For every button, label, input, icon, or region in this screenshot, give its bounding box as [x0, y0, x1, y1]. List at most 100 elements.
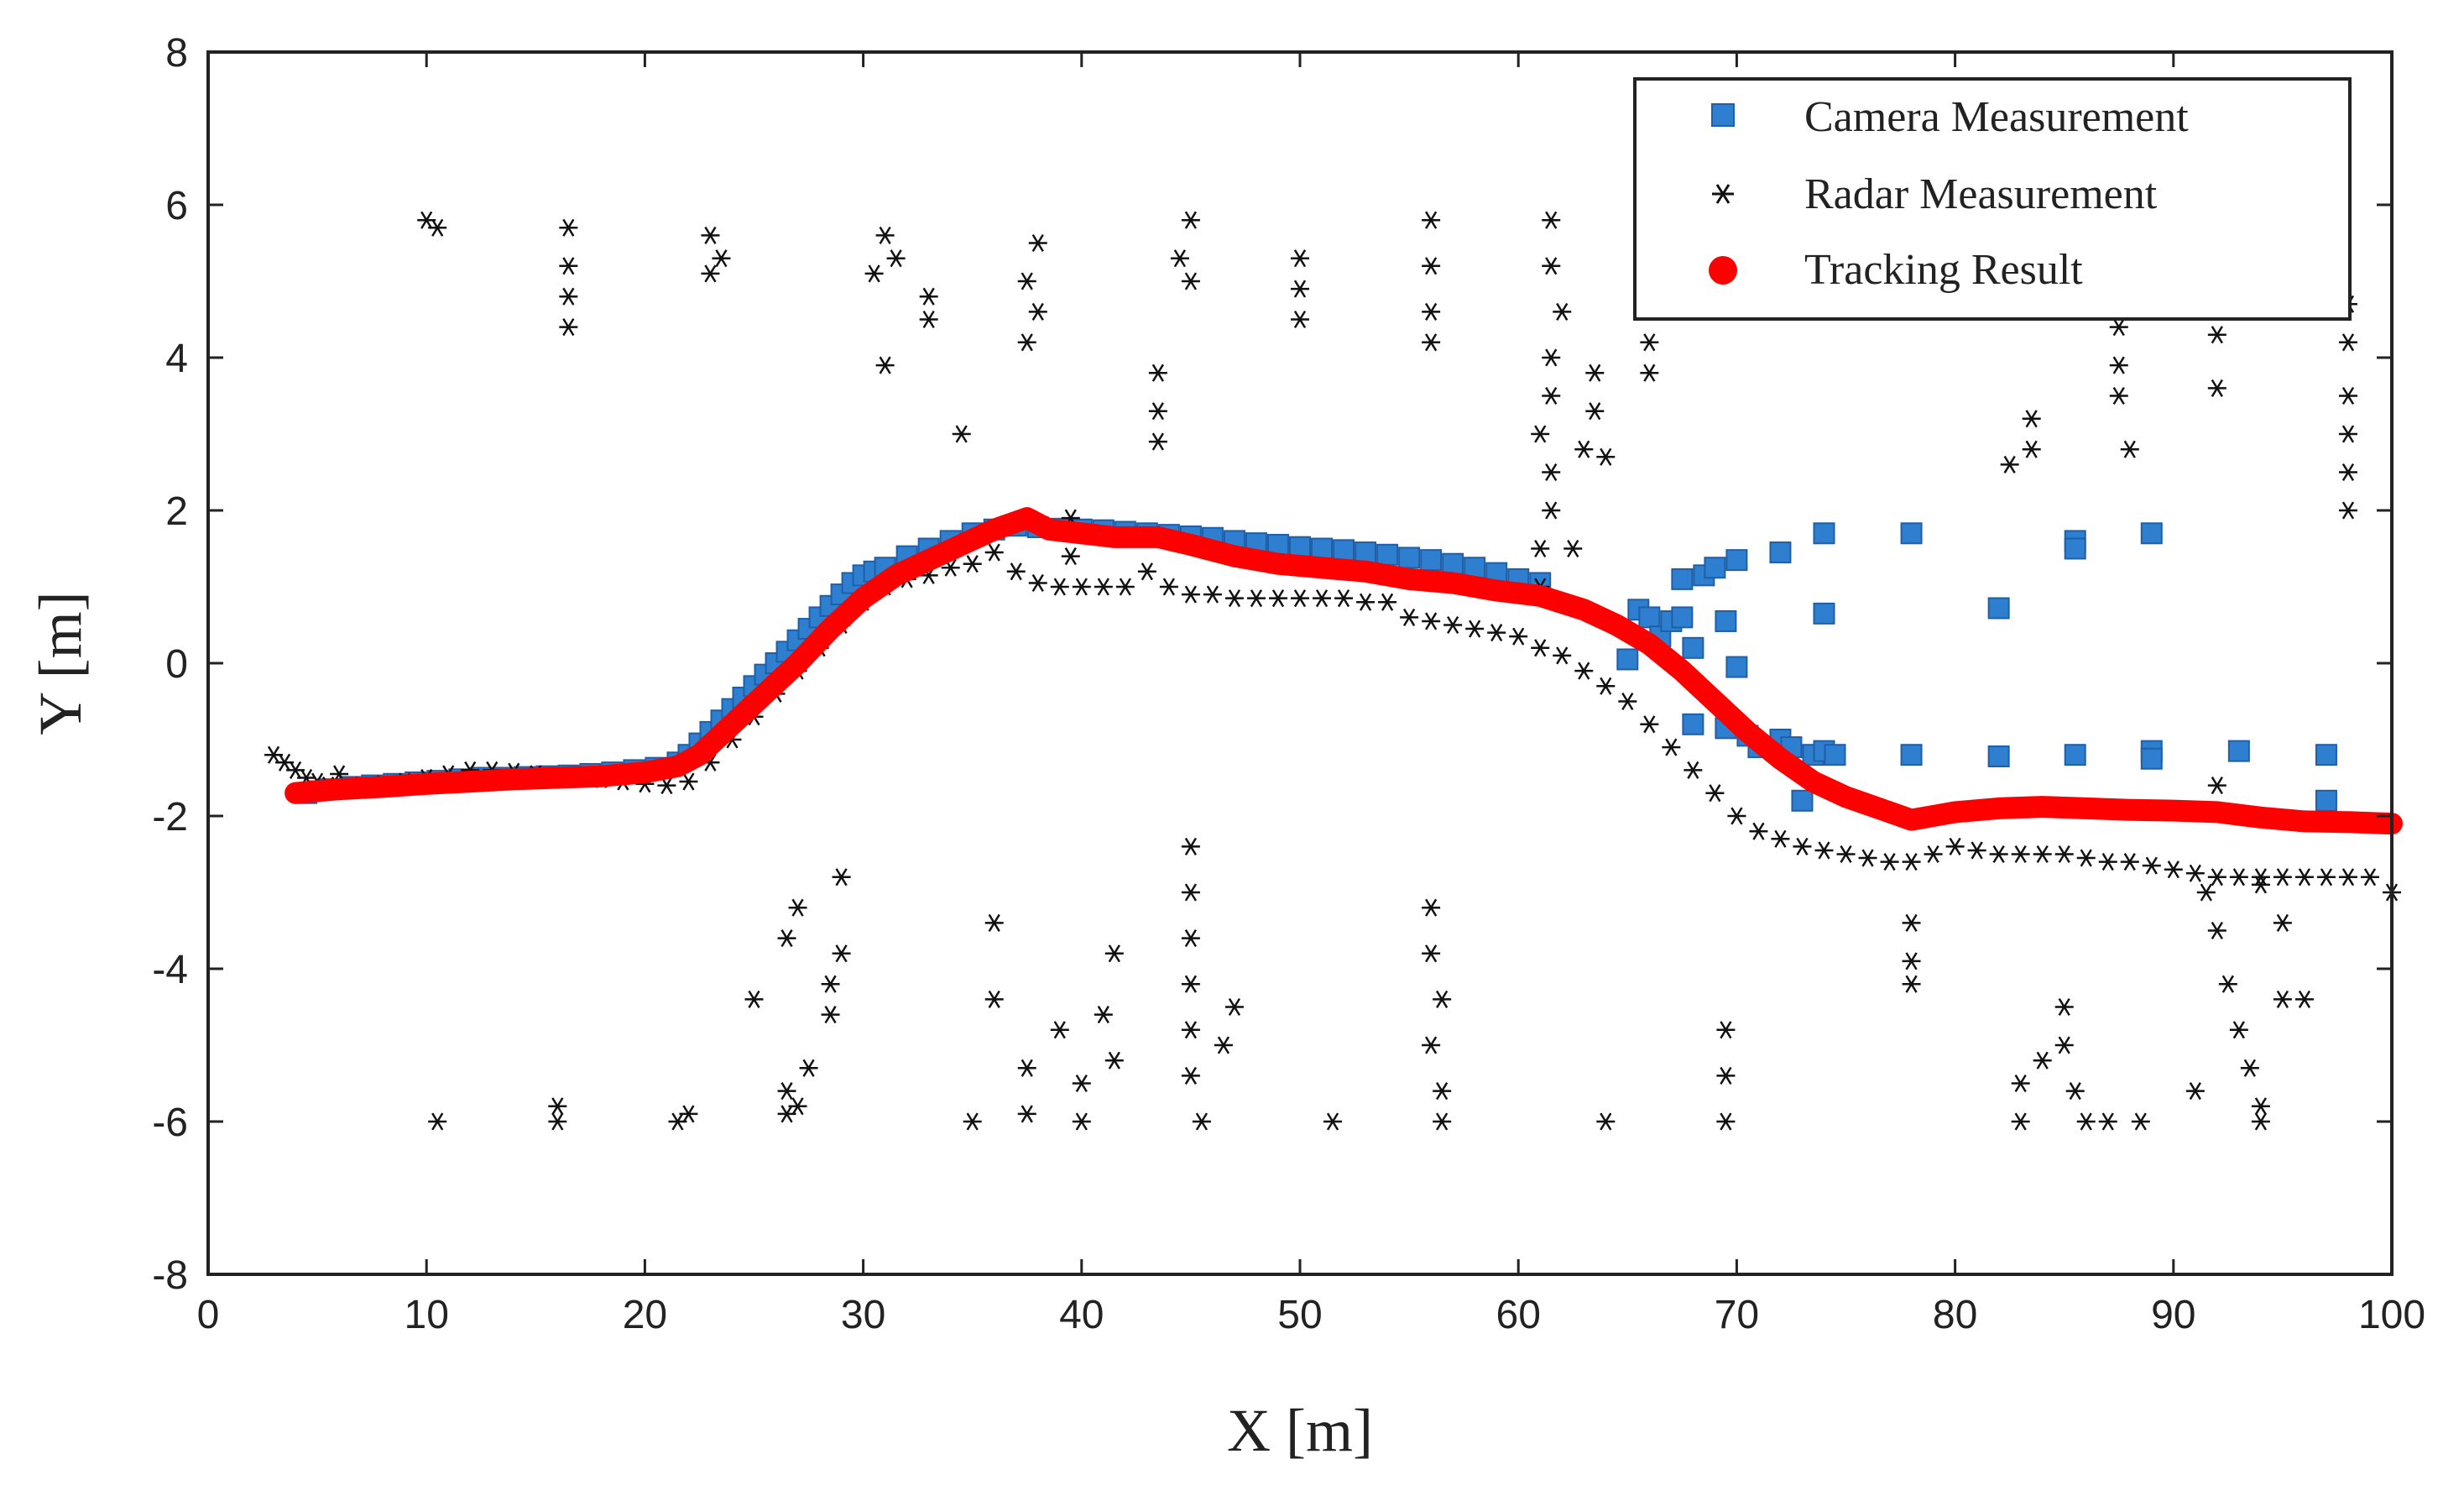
radar-point	[1836, 845, 1856, 864]
radar-point	[1433, 1112, 1452, 1131]
radar-point	[777, 929, 796, 948]
camera-point	[1671, 567, 1694, 590]
radar-point	[2338, 425, 2357, 443]
camera-point	[1900, 744, 1923, 766]
radar-point	[559, 318, 578, 337]
radar-point	[1640, 363, 1659, 382]
radar-point	[1159, 578, 1178, 596]
radar-point	[777, 1082, 796, 1101]
legend-label-radar: Radar Measurement	[1804, 170, 2158, 218]
radar-point	[821, 1006, 840, 1024]
radar-point	[832, 944, 851, 963]
radar-point	[1148, 402, 1167, 421]
radar-point	[1148, 363, 1167, 382]
radar-point	[1017, 272, 1036, 290]
radar-point	[1716, 1021, 1736, 1039]
radar-point	[1553, 302, 1572, 321]
radar-point	[2076, 1112, 2096, 1131]
radar-point	[1542, 501, 1561, 520]
radar-point	[1705, 784, 1725, 803]
radar-point	[1433, 1082, 1452, 1101]
radar-point	[744, 990, 764, 1008]
radar-point	[2054, 997, 2074, 1017]
radar-point	[1214, 1036, 1233, 1054]
camera-point	[1355, 541, 1377, 564]
radar-point	[548, 1112, 567, 1131]
tracking-result-layer	[285, 507, 2403, 835]
radar-point	[2011, 1112, 2030, 1131]
camera-point	[1704, 557, 1726, 579]
camera-point	[2227, 740, 2250, 762]
x-tick-label: 80	[1933, 1293, 1977, 1337]
camera-point	[1715, 609, 1737, 632]
radar-point	[1224, 997, 1244, 1017]
radar-point	[2294, 990, 2314, 1008]
radar-point	[679, 772, 698, 791]
radar-point	[875, 226, 895, 244]
radar-point	[2338, 501, 2357, 520]
camera-point	[1464, 557, 1486, 579]
radar-point	[2273, 868, 2292, 886]
radar-point	[984, 543, 1004, 562]
radar-point	[2294, 868, 2314, 886]
legend: Camera Measurement Radar Measurement Tra…	[1633, 77, 2352, 321]
radar-point	[2316, 868, 2336, 886]
radar-point	[1181, 211, 1200, 229]
radar-point	[1017, 333, 1036, 352]
radar-point	[1596, 677, 1616, 695]
radar-point	[799, 1059, 818, 1077]
radar-point	[1181, 883, 1200, 902]
radar-point	[1017, 1059, 1036, 1077]
radar-point	[1618, 692, 1637, 711]
x-tick-label: 90	[2151, 1293, 2195, 1337]
radar-point	[1422, 302, 1441, 321]
radar-point	[679, 1105, 698, 1123]
radar-point	[2338, 333, 2357, 352]
radar-point	[1596, 447, 1616, 466]
radar-point	[1170, 249, 1189, 268]
radar-point	[2109, 356, 2128, 374]
y-tick-label: 2	[165, 489, 188, 534]
x-tick-label: 50	[1277, 1293, 1322, 1337]
radar-point	[788, 898, 807, 917]
radar-point	[1181, 1066, 1200, 1085]
radar-point	[1422, 612, 1441, 630]
radar-point	[1246, 589, 1266, 608]
radar-point	[1148, 432, 1167, 451]
radar-point	[963, 1112, 982, 1131]
radar-point	[1323, 1112, 1343, 1131]
radar-point	[1181, 585, 1200, 604]
radar-point	[2338, 386, 2357, 405]
camera-point	[1791, 789, 1814, 812]
legend-marker-radar	[1712, 184, 1734, 204]
radar-point	[1181, 929, 1200, 948]
radar-point	[1072, 1074, 1091, 1093]
radar-point	[1596, 1112, 1616, 1131]
radar-point	[2240, 1059, 2259, 1077]
camera-point	[1442, 552, 1464, 575]
radar-point	[2273, 990, 2292, 1008]
radar-point	[1028, 573, 1047, 593]
radar-point	[559, 218, 578, 237]
radar-point	[1771, 829, 1790, 848]
radar-point	[1181, 272, 1200, 290]
radar-point	[1989, 845, 2008, 864]
tracking-line	[285, 507, 2403, 835]
camera-point	[2064, 744, 2086, 766]
radar-point	[1531, 539, 1550, 558]
radar-point	[1727, 807, 1746, 825]
radar-point	[701, 264, 720, 283]
y-tick-label: -8	[152, 1253, 188, 1298]
radar-point	[788, 1097, 807, 1116]
legend-label-camera: Camera Measurement	[1804, 93, 2189, 141]
y-axis-title: Y [m]	[27, 591, 94, 735]
radar-point	[1433, 990, 1452, 1008]
radar-point	[1574, 440, 1594, 458]
axis-ticks: 0 10 20 30 40 50 60 70 80 90 100 -8 -6 -4 -2 0 2 4 6 8	[152, 31, 2425, 1337]
radar-point	[1291, 280, 1309, 298]
radar-point	[1104, 944, 1124, 963]
camera-point	[2140, 747, 2163, 770]
radar-point	[1422, 898, 1441, 917]
radar-point	[1531, 425, 1550, 443]
radar-point	[1902, 952, 1921, 970]
